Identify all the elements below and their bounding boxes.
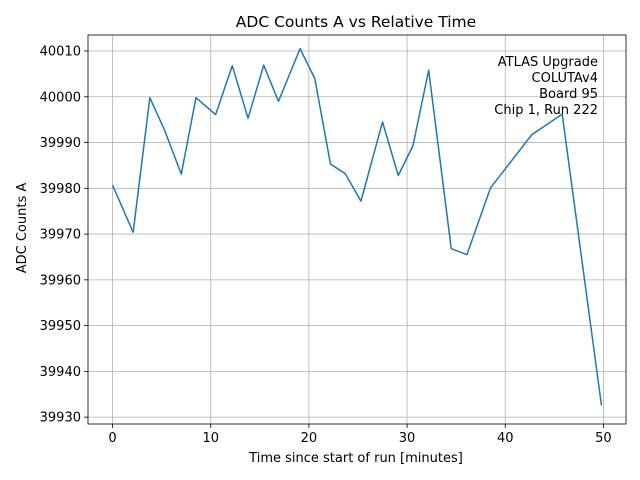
plot-frame bbox=[87, 34, 627, 425]
y-tick-label: 40000 bbox=[40, 90, 81, 105]
y-tick-label: 39960 bbox=[40, 273, 81, 288]
y-tick-label: 39940 bbox=[40, 365, 81, 380]
y-tick-label: 40010 bbox=[40, 45, 81, 60]
series-layer bbox=[111, 47, 603, 406]
y-axis-label: ADC Counts A bbox=[15, 183, 30, 274]
annotation-line: Board 95 bbox=[539, 87, 598, 102]
grid-lines bbox=[88, 35, 626, 424]
y-tick-label: 39990 bbox=[40, 136, 81, 151]
series-line bbox=[111, 47, 603, 406]
x-tick-label: 50 bbox=[595, 431, 612, 446]
x-tick-label: 20 bbox=[301, 431, 318, 446]
y-tick-label: 39930 bbox=[40, 411, 81, 426]
x-axis-label: Time since start of run [minutes] bbox=[248, 451, 463, 466]
y-tick-label: 39980 bbox=[40, 182, 81, 197]
annotation-line: Chip 1, Run 222 bbox=[494, 103, 598, 118]
x-tick-label: 0 bbox=[108, 431, 116, 446]
chart-title: ADC Counts A vs Relative Time bbox=[236, 13, 476, 31]
x-tick-label: 30 bbox=[399, 431, 416, 446]
y-tick-label: 39970 bbox=[40, 228, 81, 243]
annotation-line: ATLAS Upgrade bbox=[498, 55, 598, 70]
annotation-line: COLUTAv4 bbox=[532, 71, 598, 86]
axis-ticks: 0 10 20 30 40 50 39930 39940 39950 39960 39970 3998… bbox=[40, 45, 612, 446]
x-tick-label: 40 bbox=[497, 431, 514, 446]
y-tick-label: 39950 bbox=[40, 319, 81, 334]
x-tick-label: 10 bbox=[202, 431, 219, 446]
